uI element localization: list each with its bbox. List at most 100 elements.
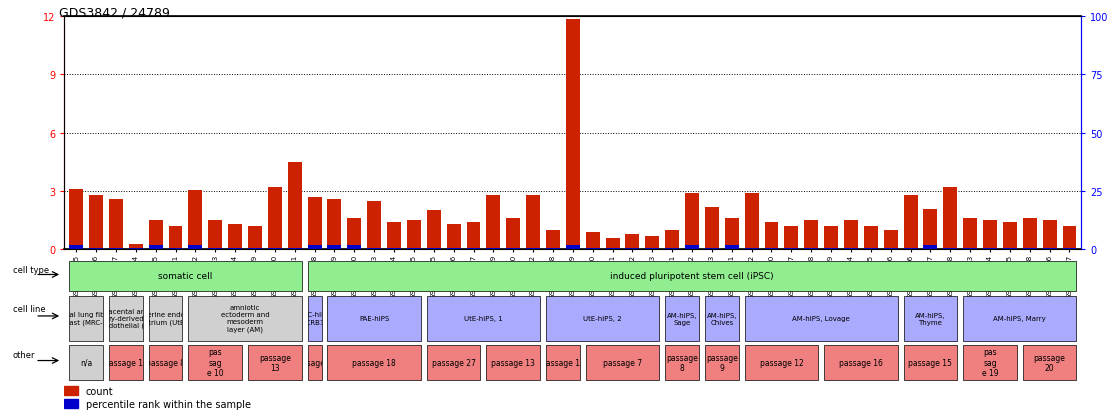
Bar bbox=[963, 249, 977, 250]
Bar bbox=[188, 190, 203, 250]
Bar bbox=[328, 199, 341, 250]
Bar bbox=[228, 249, 242, 250]
Bar bbox=[407, 221, 421, 250]
Bar bbox=[864, 226, 878, 250]
Text: AM-hiPS, Lovage: AM-hiPS, Lovage bbox=[792, 316, 850, 321]
Bar bbox=[844, 249, 858, 250]
Bar bbox=[645, 236, 659, 250]
Bar bbox=[745, 249, 759, 250]
Text: passage
8: passage 8 bbox=[666, 353, 698, 372]
Text: passage
9: passage 9 bbox=[706, 353, 738, 372]
Bar bbox=[466, 223, 481, 250]
Bar bbox=[566, 20, 579, 250]
Bar bbox=[665, 230, 679, 250]
Bar bbox=[268, 249, 281, 250]
Bar bbox=[864, 249, 878, 250]
Bar bbox=[69, 245, 83, 250]
Bar bbox=[904, 195, 917, 250]
Text: other: other bbox=[13, 350, 35, 359]
Bar bbox=[486, 249, 501, 250]
Bar bbox=[705, 207, 719, 250]
Bar bbox=[586, 233, 599, 250]
Bar bbox=[1043, 221, 1057, 250]
Bar bbox=[1003, 223, 1017, 250]
Bar bbox=[129, 244, 143, 250]
Bar bbox=[248, 226, 261, 250]
Bar bbox=[427, 211, 441, 250]
Bar bbox=[1063, 226, 1077, 250]
Bar bbox=[606, 249, 619, 250]
Text: cell line: cell line bbox=[13, 304, 45, 313]
Bar bbox=[64, 399, 78, 408]
Text: passage 18: passage 18 bbox=[541, 358, 585, 367]
Bar bbox=[943, 249, 957, 250]
Text: uterine endom
etrium (UtE): uterine endom etrium (UtE) bbox=[140, 312, 192, 325]
Bar bbox=[626, 234, 639, 250]
Bar bbox=[844, 221, 858, 250]
Bar bbox=[804, 221, 818, 250]
Text: n/a: n/a bbox=[80, 358, 92, 367]
Text: passage 13: passage 13 bbox=[491, 358, 535, 367]
Bar bbox=[506, 249, 520, 250]
Bar bbox=[725, 245, 739, 250]
Text: passage 16: passage 16 bbox=[839, 358, 883, 367]
Bar bbox=[765, 223, 779, 250]
Text: pas
sag
e 10: pas sag e 10 bbox=[207, 348, 224, 377]
Bar bbox=[784, 226, 799, 250]
Bar bbox=[824, 226, 838, 250]
Text: UtE-hiPS, 1: UtE-hiPS, 1 bbox=[464, 316, 503, 321]
Bar bbox=[407, 249, 421, 250]
Text: somatic cell: somatic cell bbox=[158, 272, 213, 281]
Bar bbox=[685, 193, 699, 250]
Text: UtE-hiPS, 2: UtE-hiPS, 2 bbox=[583, 316, 622, 321]
Bar bbox=[1063, 249, 1077, 250]
Bar bbox=[963, 219, 977, 250]
Bar bbox=[248, 249, 261, 250]
Bar bbox=[506, 219, 520, 250]
Text: passage 18: passage 18 bbox=[352, 358, 396, 367]
Bar bbox=[1003, 249, 1017, 250]
Text: amniotic
ectoderm and
mesoderm
layer (AM): amniotic ectoderm and mesoderm layer (AM… bbox=[220, 305, 269, 332]
Text: pas
sag
e 19: pas sag e 19 bbox=[982, 348, 998, 377]
Bar bbox=[943, 188, 957, 250]
Text: cell type: cell type bbox=[13, 265, 49, 274]
Bar bbox=[705, 249, 719, 250]
Text: PAE-hiPS: PAE-hiPS bbox=[359, 316, 389, 321]
Text: placental arte
ry-derived
endothelial (PA: placental arte ry-derived endothelial (P… bbox=[100, 308, 152, 329]
Bar bbox=[983, 249, 997, 250]
Text: passage
20: passage 20 bbox=[1034, 353, 1066, 372]
Bar bbox=[526, 195, 540, 250]
Bar bbox=[64, 387, 78, 396]
Bar bbox=[148, 245, 163, 250]
Text: passage 15: passage 15 bbox=[909, 358, 953, 367]
Bar bbox=[308, 197, 321, 250]
Text: passage 7: passage 7 bbox=[603, 358, 642, 367]
Bar bbox=[168, 226, 183, 250]
Bar bbox=[665, 249, 679, 250]
Bar bbox=[288, 162, 301, 250]
Bar bbox=[884, 249, 897, 250]
Bar bbox=[168, 249, 183, 250]
Bar bbox=[268, 188, 281, 250]
Bar bbox=[228, 225, 242, 250]
Bar bbox=[148, 221, 163, 250]
Bar bbox=[1023, 219, 1037, 250]
Bar bbox=[546, 249, 560, 250]
Text: AM-hiPS,
Sage: AM-hiPS, Sage bbox=[667, 312, 697, 325]
Bar bbox=[884, 230, 897, 250]
Bar bbox=[109, 199, 123, 250]
Text: passage 12: passage 12 bbox=[760, 358, 803, 367]
Bar bbox=[69, 190, 83, 250]
Text: passage 22: passage 22 bbox=[293, 358, 337, 367]
Text: passage 27: passage 27 bbox=[432, 358, 475, 367]
Text: GDS3842 / 24789: GDS3842 / 24789 bbox=[59, 6, 170, 19]
Text: percentile rank within the sample: percentile rank within the sample bbox=[85, 399, 250, 408]
Bar bbox=[486, 195, 501, 250]
Text: count: count bbox=[85, 386, 113, 396]
Bar bbox=[427, 249, 441, 250]
Bar bbox=[725, 219, 739, 250]
Bar bbox=[447, 249, 461, 250]
Bar bbox=[89, 195, 103, 250]
Text: fetal lung fibro
blast (MRC-5): fetal lung fibro blast (MRC-5) bbox=[60, 312, 112, 325]
Bar bbox=[89, 249, 103, 250]
